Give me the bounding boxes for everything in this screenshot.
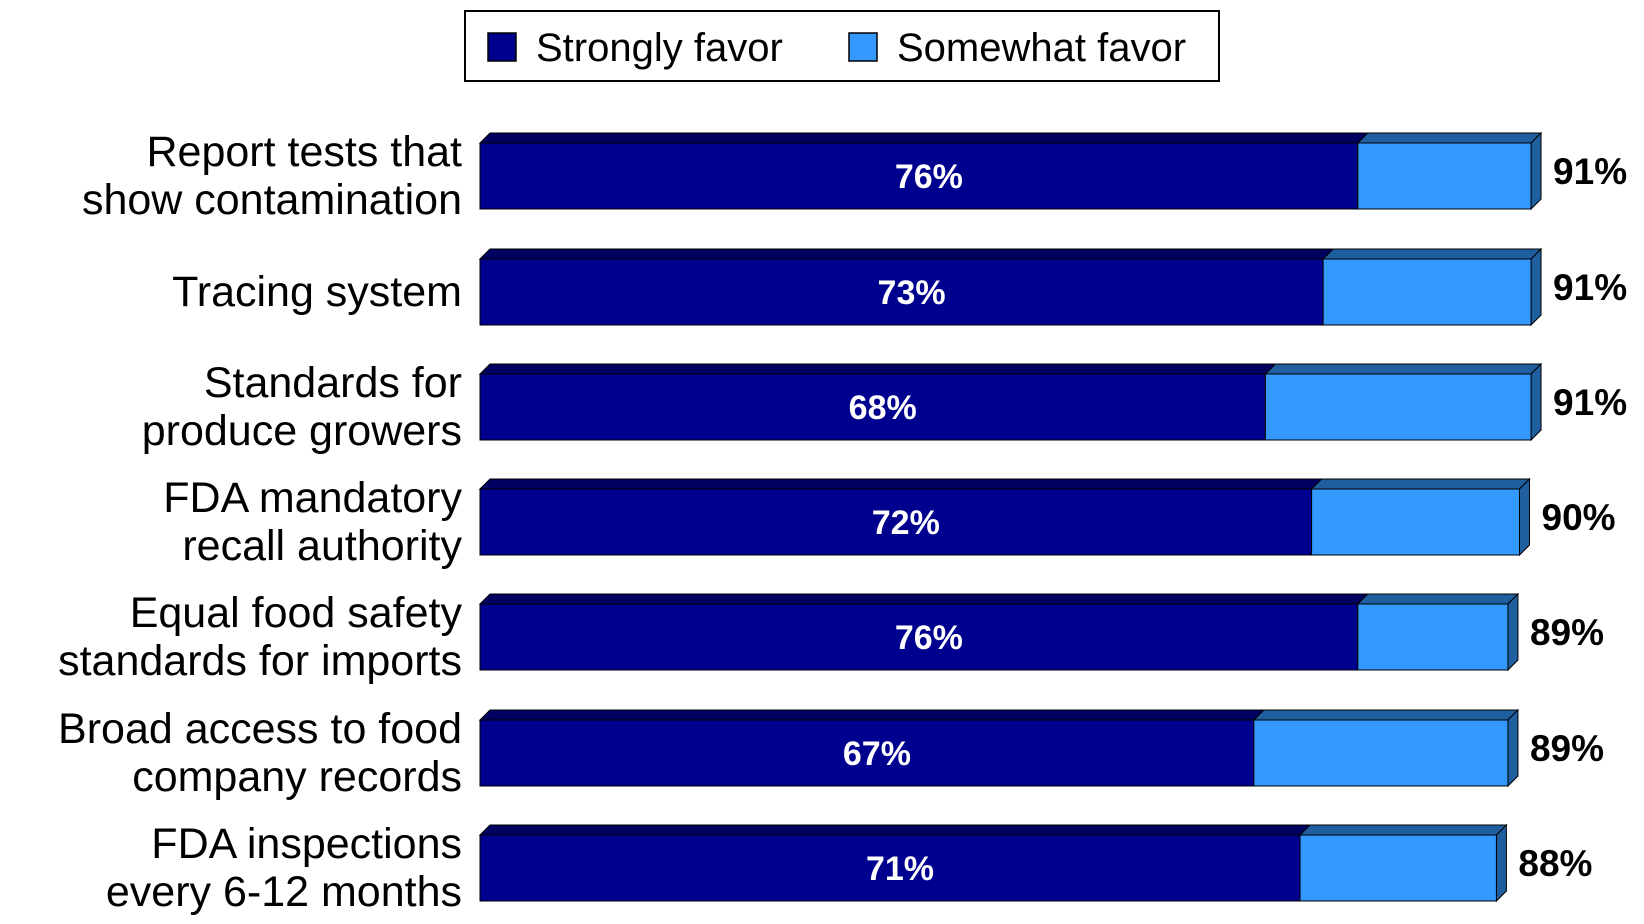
category-label-line: standards for imports [58, 637, 462, 685]
category-label-line: recall authority [182, 522, 462, 570]
bar-row: FDA mandatory recall authority 72% 90% [163, 474, 1615, 570]
bar-strongly-favor [479, 603, 1359, 671]
category-label-line: every 6-12 months [106, 868, 462, 916]
segment-value-label: 76% [895, 158, 963, 196]
total-value-label: 91% [1553, 151, 1627, 192]
total-value-label: 90% [1542, 497, 1616, 538]
bar-somewhat-favor [1322, 258, 1532, 326]
bar-side-face [1530, 362, 1542, 442]
legend-label-somewhat: Somewhat favor [897, 26, 1186, 70]
bars: Report tests that show contamination 76% 91… [58, 128, 1627, 916]
bar-side-face [1495, 823, 1507, 903]
bar-top-somewhat [1356, 132, 1543, 144]
bar-top-somewhat [1356, 593, 1520, 605]
total-value-label: 89% [1530, 612, 1604, 653]
bar-row: Standards for produce growers 68% 91% [142, 359, 1627, 455]
category-label-line: produce growers [142, 407, 462, 455]
legend-box [464, 10, 1220, 82]
category-label: Broad access to food company records [58, 705, 462, 801]
bar-side-face [1507, 708, 1519, 788]
legend-swatch-strongly [487, 32, 517, 62]
bar-somewhat-favor [1253, 719, 1509, 787]
bar-strongly-favor [479, 834, 1301, 902]
segment-value-label: 67% [843, 735, 911, 773]
bar-strongly-favor [479, 719, 1255, 787]
bar-row: Report tests that show contamination 76% 91… [82, 128, 1627, 224]
category-label-line: show contamination [82, 176, 462, 224]
bar-top-strongly [478, 363, 1277, 375]
bar-side-face [1530, 131, 1542, 211]
category-label: FDA mandatory recall authority [163, 474, 462, 570]
bar-somewhat-favor [1264, 373, 1532, 441]
bar-top-strongly [478, 824, 1312, 836]
category-label: Equal food safety standards for imports [58, 589, 462, 685]
segment-value-label: 68% [849, 389, 917, 427]
bar-top-strongly [478, 248, 1335, 260]
bar-top-somewhat [1264, 363, 1543, 375]
category-label-line: FDA inspections [151, 820, 462, 868]
segment-value-label: 73% [878, 274, 946, 312]
category-label-line: Broad access to food [58, 705, 462, 753]
segment-value-label: 72% [872, 504, 940, 542]
category-label: Report tests that show contamination [82, 128, 462, 224]
total-value-label: 89% [1530, 728, 1604, 769]
bar-somewhat-favor [1299, 834, 1497, 902]
bar-strongly-favor [479, 142, 1359, 210]
bar-top-strongly [478, 132, 1370, 144]
bar-side-face [1519, 477, 1530, 557]
category-label-line: Tracing system [172, 268, 462, 316]
category-label-line: company records [132, 753, 462, 801]
category-label-line: Standards for [204, 359, 462, 407]
legend-swatch-somewhat [848, 32, 878, 62]
bar-top-somewhat [1321, 248, 1543, 260]
category-label-line: Report tests that [147, 128, 463, 176]
category-label: Standards for produce growers [142, 359, 462, 455]
bar-top-strongly [478, 593, 1370, 605]
category-label: Tracing system [172, 268, 462, 316]
bar-strongly-favor [479, 488, 1313, 556]
total-value-label: 91% [1553, 267, 1627, 308]
segment-value-label: 71% [866, 850, 934, 888]
category-label-line: Equal food safety [130, 589, 463, 637]
bar-row: Broad access to food company records 67% 89… [58, 705, 1604, 801]
bar-side-face [1507, 592, 1519, 672]
legend: Strongly favor Somewhat favor [464, 10, 1220, 82]
total-value-label: 91% [1553, 382, 1627, 423]
bar-somewhat-favor [1311, 488, 1520, 556]
bar-top-strongly [478, 478, 1323, 490]
bar-top-somewhat [1252, 709, 1520, 721]
bar-strongly-favor [479, 373, 1266, 441]
bar-top-strongly [478, 709, 1266, 721]
category-label: FDA inspections every 6-12 months [106, 820, 462, 916]
bar-top-somewhat [1310, 478, 1531, 490]
bar-row: Tracing system 73% 91% [172, 247, 1627, 327]
bar-somewhat-favor [1357, 603, 1509, 671]
legend-label-strongly: Strongly favor [536, 26, 783, 70]
bar-somewhat-favor [1357, 142, 1532, 210]
bar-row: FDA inspections every 6-12 months 71% 88% [106, 820, 1593, 916]
bar-top-somewhat [1298, 824, 1508, 836]
bar-side-face [1530, 247, 1542, 327]
bar-strongly-favor [479, 258, 1324, 326]
category-label-line: FDA mandatory [163, 474, 462, 522]
total-value-label: 88% [1518, 843, 1592, 884]
bar-row: Equal food safety standards for imports 76… [58, 589, 1604, 685]
segment-value-label: 76% [895, 619, 963, 657]
